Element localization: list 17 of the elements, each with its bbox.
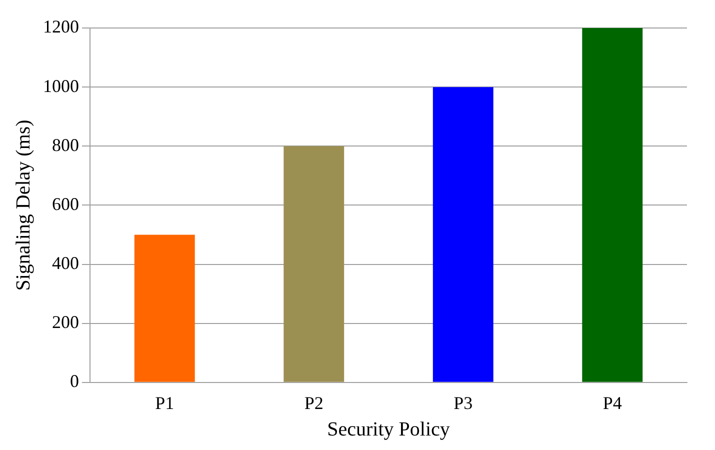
- y-tick-label: 400: [52, 253, 79, 273]
- bar: [284, 146, 344, 382]
- y-tick-label: 200: [52, 312, 79, 332]
- x-tick-label: P4: [602, 392, 622, 413]
- x-tick-label: P1: [155, 392, 174, 413]
- x-axis-title: Security Policy: [327, 418, 450, 440]
- x-tick-label: P2: [304, 392, 324, 413]
- y-axis-title: Signaling Delay (ms): [12, 120, 34, 291]
- y-tick-label: 600: [52, 194, 79, 214]
- y-tick-label: 800: [52, 134, 79, 155]
- x-tick-label: P3: [454, 392, 473, 413]
- bar: [432, 87, 494, 382]
- bar: [134, 234, 195, 382]
- y-tick-label: 1000: [43, 76, 79, 96]
- bar: [582, 28, 643, 382]
- y-tick-label: 0: [70, 371, 79, 392]
- y-tick-label: 1200: [43, 16, 79, 37]
